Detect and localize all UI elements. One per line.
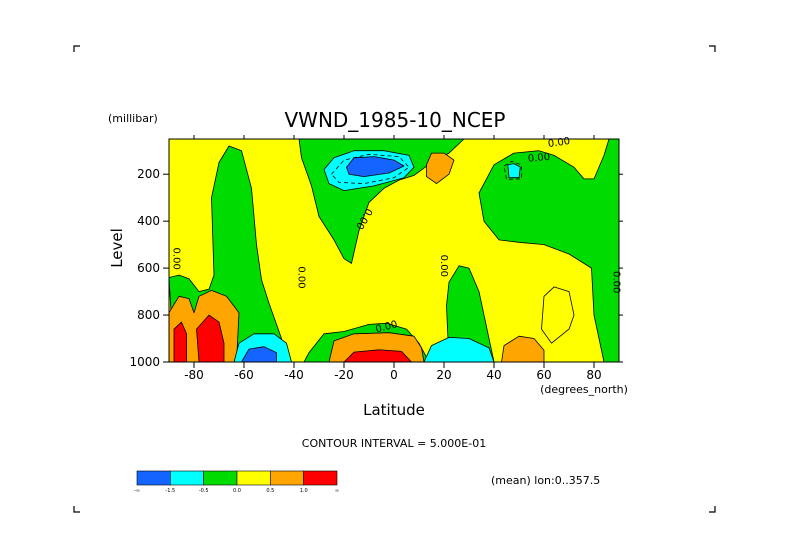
colorbar-swatch bbox=[136, 470, 171, 486]
colorbar-legend: -∞ -1.5 -0.5 0.0 0.5 1.0 ∞ bbox=[134, 470, 339, 494]
field-region-red-south bbox=[173, 314, 225, 362]
field-region-green-north bbox=[303, 139, 619, 362]
field-region-orange-north bbox=[501, 335, 545, 362]
x-tick-label: 80 bbox=[586, 368, 601, 382]
subset-info-text: (mean) lon:0..357.5 bbox=[491, 474, 600, 487]
plot-area: 0.000.000.000.000.000.000.000.00 bbox=[169, 136, 622, 362]
field-region-orange-upper bbox=[426, 152, 455, 185]
x-tick-label: 60 bbox=[536, 368, 551, 382]
corner-mark-top-right bbox=[709, 45, 716, 52]
field-region-red-equator bbox=[343, 349, 412, 362]
corner-marks bbox=[73, 45, 716, 513]
negative-contour-line-0 bbox=[331, 153, 410, 185]
x-tick-label: -40 bbox=[284, 368, 304, 382]
y-tick-label: 400 bbox=[137, 214, 160, 228]
corner-mark-top-left bbox=[73, 45, 80, 52]
colorbar-swatch bbox=[303, 470, 338, 486]
contour-label: 0.00 bbox=[171, 248, 182, 270]
chart-title: VWND_1985-10_NCEP bbox=[284, 108, 505, 132]
y-tick-label: 600 bbox=[137, 261, 160, 275]
colorbar-boundary-label: 1.0 bbox=[300, 488, 308, 494]
colorbar-boundary-label: 0.5 bbox=[266, 488, 274, 494]
x-tick-label: 40 bbox=[486, 368, 501, 382]
field-region-blue-jet bbox=[346, 156, 405, 178]
y-tick-label: 200 bbox=[137, 167, 160, 181]
colorbar-swatch bbox=[269, 470, 304, 486]
colorbar-swatch bbox=[203, 470, 238, 486]
field-region-blue-south bbox=[241, 346, 277, 362]
contour-label: 0.00 bbox=[438, 255, 449, 277]
x-tick-label: 0 bbox=[390, 368, 398, 382]
corner-mark-bottom-right bbox=[709, 506, 716, 513]
colorbar-boundary-label: ∞ bbox=[335, 488, 339, 494]
x-axis-label: Latitude bbox=[363, 401, 425, 419]
x-units-label: (degrees_north) bbox=[540, 383, 628, 396]
x-tick-label: -80 bbox=[184, 368, 204, 382]
negative-contour-line-1 bbox=[503, 160, 522, 180]
contour-label: 0.00 bbox=[527, 152, 550, 165]
colorbar-swatch bbox=[170, 470, 204, 486]
y-tick-label: 800 bbox=[137, 308, 160, 322]
y-units-label: (millibar) bbox=[108, 112, 158, 125]
colorbar-boundary-label: -∞ bbox=[134, 488, 140, 494]
corner-mark-bottom-left bbox=[73, 506, 80, 513]
axes: -80 -60 -40 -20 0 20 40 60 80 200 400 600 800 1000 bbox=[129, 135, 623, 382]
contour-label: 0.00 bbox=[611, 271, 622, 293]
colorbar-boundary-label: 0.0 bbox=[233, 488, 241, 494]
field-region-yellow-island bbox=[541, 286, 575, 344]
colorbar-boundary-label: -0.5 bbox=[199, 488, 209, 494]
field-region-cyan-north bbox=[423, 336, 495, 362]
colorbar-swatch bbox=[236, 470, 271, 486]
field-region-cyan-small bbox=[507, 163, 521, 179]
x-tick-label: 20 bbox=[436, 368, 451, 382]
colorbar-boundary-label: -1.5 bbox=[165, 488, 175, 494]
y-tick-label: 1000 bbox=[129, 355, 160, 369]
y-axis-label: Level bbox=[108, 228, 126, 268]
x-tick-label: -60 bbox=[234, 368, 254, 382]
x-tick-label: -20 bbox=[334, 368, 354, 382]
contour-label: 0.00 bbox=[296, 266, 307, 288]
contour-interval-text: CONTOUR INTERVAL = 5.000E-01 bbox=[302, 437, 486, 450]
